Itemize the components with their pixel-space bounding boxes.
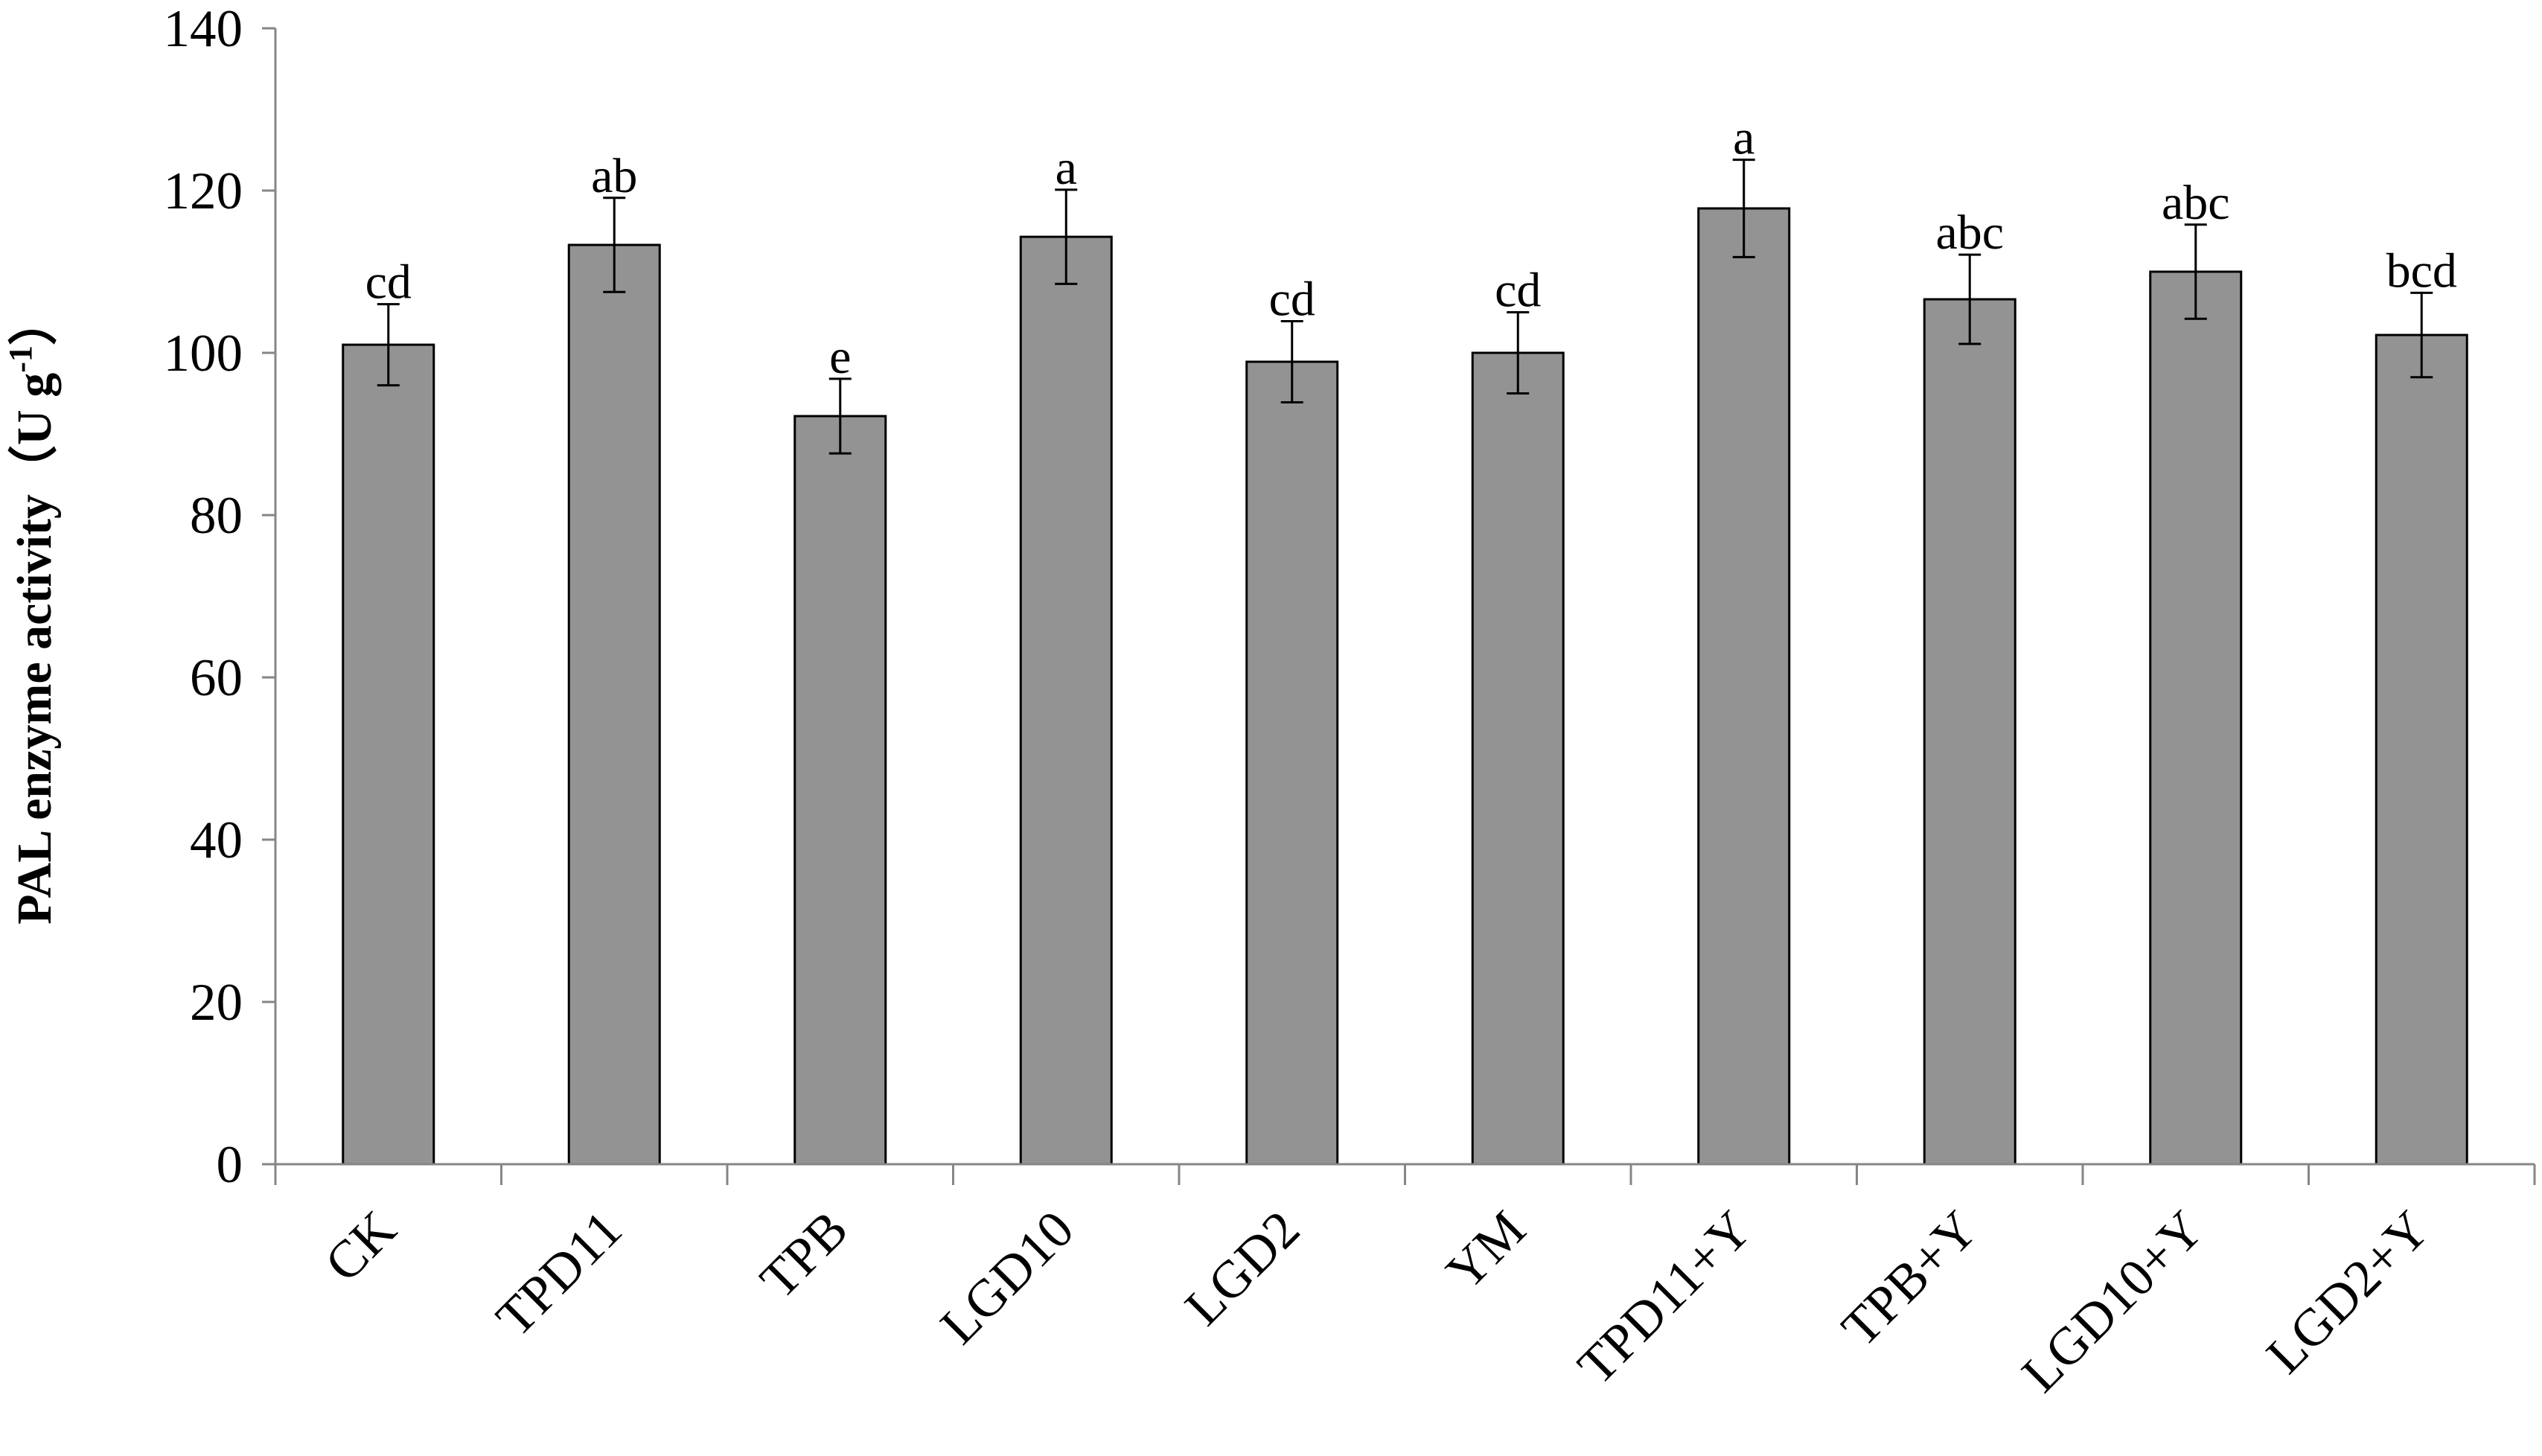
y-axis-title-main: PAL enzyme activity（U g [7, 373, 62, 925]
category-label: CK [314, 1200, 407, 1293]
significance-labels-layer: cd ab e a cd cd a abc abc bcd [365, 111, 2457, 384]
y-axis-title-close: ） [7, 296, 62, 345]
y-axis-title: PAL enzyme activity（U g-1） [2, 296, 62, 925]
category-label: TPD11+Y [1567, 1200, 1763, 1396]
category-label: LGD10+Y [2011, 1200, 2214, 1403]
category-label: YM [1436, 1200, 1537, 1301]
significance-label: abc [2162, 176, 2230, 230]
significance-label: cd [365, 255, 412, 310]
category-label: LGD2 [1175, 1200, 1311, 1336]
category-label: TPB [750, 1200, 859, 1309]
bars-layer [342, 207, 2468, 1166]
bar-lgd2-y [2375, 333, 2468, 1166]
y-tick-label: 80 [190, 487, 243, 545]
significance-label: cd [1269, 272, 1315, 326]
y-tick-label: 20 [190, 974, 243, 1032]
x-ticks-layer [274, 1164, 2536, 1185]
bar-lgd10 [1019, 235, 1113, 1166]
significance-label: ab [591, 149, 637, 203]
significance-label: a [1056, 141, 1077, 195]
y-tick-label: 60 [190, 649, 243, 707]
category-label: TPB+Y [1831, 1200, 1989, 1358]
significance-label: abc [1935, 205, 2004, 260]
bar-lgd10-y [2149, 270, 2243, 1166]
bar-tpb [793, 415, 887, 1166]
bar-ym [1471, 351, 1565, 1166]
bar-tpd11-y [1697, 207, 1791, 1166]
bar-tpd11 [567, 243, 661, 1166]
category-label: LGD10 [930, 1200, 1085, 1356]
y-tick-label: 100 [164, 325, 243, 383]
y-tick-label: 120 [164, 162, 243, 220]
y-tick-label: 0 [217, 1136, 243, 1194]
y-tick-label: 140 [164, 0, 243, 58]
category-label: TPD11 [485, 1200, 633, 1347]
bar-tpb-y [1923, 298, 2016, 1166]
error-bars-layer [377, 159, 2433, 455]
category-labels-layer: CK TPD11 TPB LGD10 LGD2 YM TPD11+Y TPB+Y LGD10+Y… [314, 1200, 2440, 1403]
category-label: LGD2+Y [2256, 1200, 2441, 1385]
significance-label: e [829, 330, 851, 384]
bar-lgd2 [1245, 360, 1339, 1166]
significance-label: bcd [2386, 243, 2457, 298]
significance-label: cd [1495, 264, 1541, 318]
y-ticks-layer: 0 20 40 60 80 100 120 140 [164, 0, 275, 1194]
bar-ck [342, 343, 435, 1166]
y-tick-label: 40 [190, 811, 243, 869]
y-axis-title-superscript: -1 [2, 345, 39, 373]
significance-label: a [1733, 111, 1754, 165]
